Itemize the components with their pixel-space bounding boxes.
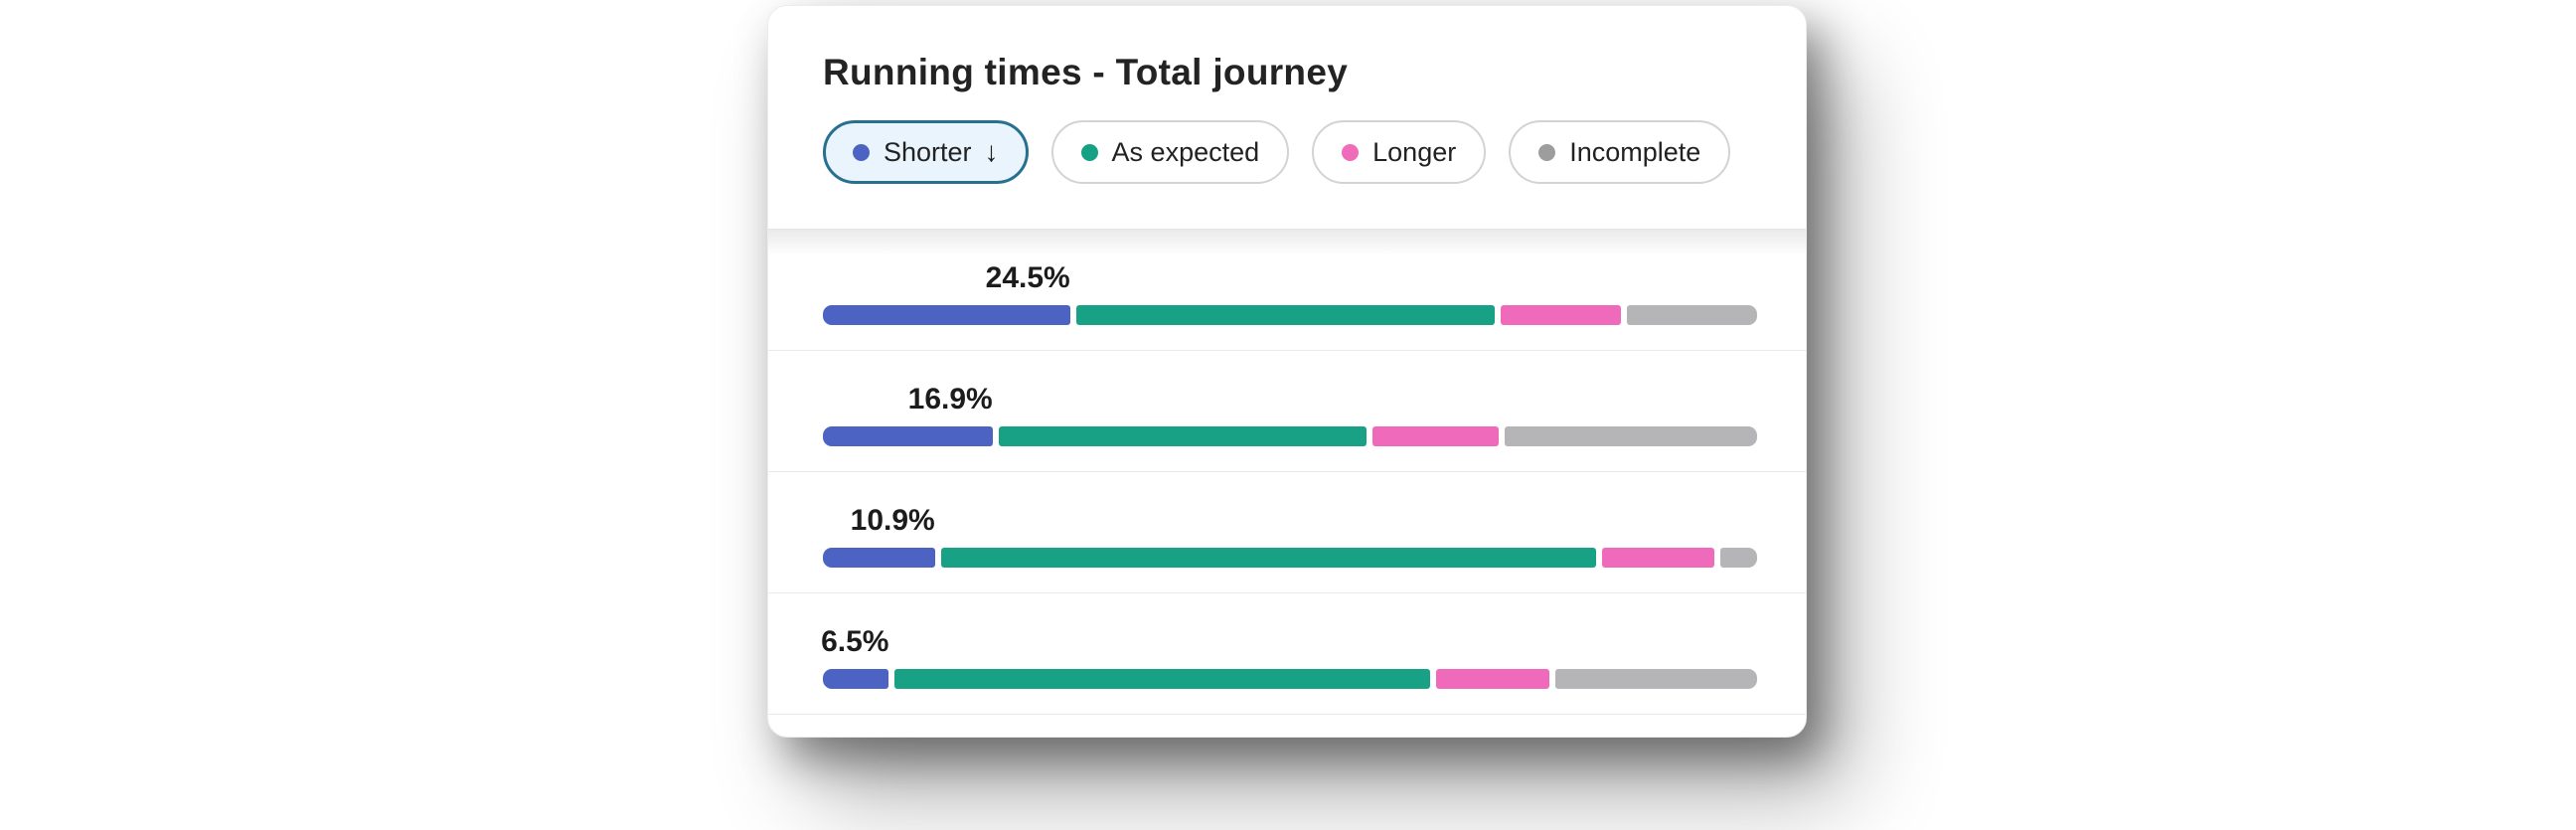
- bar-segment-as-expected: [1075, 305, 1495, 325]
- filter-chip-label: As expected: [1111, 136, 1260, 167]
- shorter-percentage-label: 16.9%: [907, 383, 993, 415]
- stacked-bar: [823, 426, 1758, 446]
- bar-segment-longer: [1372, 426, 1500, 446]
- row-label-track: 10.9%: [823, 504, 1757, 537]
- bar-segment-incomplete: [1554, 669, 1757, 689]
- row-label-anchor: 10.9%: [823, 504, 935, 537]
- bar-segment-shorter: [823, 426, 993, 446]
- row-label-anchor: 24.5%: [823, 261, 1070, 294]
- row-label-track: 24.5%: [823, 261, 1757, 294]
- journey-row: 10.9%: [768, 472, 1806, 593]
- shorter-percentage-label: 6.5%: [821, 625, 889, 658]
- filter-chip-as-expected[interactable]: As expected: [1050, 120, 1290, 184]
- row-label-track: 6.5%: [821, 625, 1757, 658]
- filter-chip-label: Longer: [1372, 136, 1457, 167]
- card-header: Running times - Total journey Shorter ↓ …: [768, 6, 1806, 229]
- running-times-card: Running times - Total journey Shorter ↓ …: [767, 5, 1807, 738]
- bar-segment-longer: [1601, 548, 1714, 568]
- stacked-bar: [823, 305, 1757, 325]
- row-label-track: 16.9%: [823, 383, 1757, 415]
- bar-segment-incomplete: [1627, 305, 1757, 325]
- legend-dot-longer-icon: [1342, 143, 1360, 161]
- filter-chip-shorter[interactable]: Shorter ↓: [823, 120, 1029, 184]
- bar-segment-longer: [1500, 305, 1622, 325]
- bar-segment-as-expected: [998, 426, 1368, 446]
- bar-segment-as-expected: [894, 669, 1430, 689]
- bar-segment-incomplete: [1505, 426, 1758, 446]
- filter-chip-longer[interactable]: Longer: [1312, 120, 1487, 184]
- shorter-percentage-label: 10.9%: [850, 504, 935, 537]
- journey-row: 6.5%: [768, 593, 1806, 715]
- shorter-percentage-label: 24.5%: [985, 261, 1070, 294]
- legend-dot-as-expected-icon: [1080, 143, 1098, 161]
- sort-descending-icon: ↓: [984, 136, 999, 167]
- bar-segment-longer: [1435, 669, 1549, 689]
- filter-chip-incomplete[interactable]: Incomplete: [1509, 120, 1731, 184]
- journey-row: 16.9%: [768, 351, 1806, 472]
- filter-chip-label: Incomplete: [1569, 136, 1701, 167]
- legend-dot-shorter-icon: [853, 143, 870, 161]
- row-label-anchor: 16.9%: [823, 383, 993, 415]
- bar-segment-shorter: [823, 548, 935, 568]
- legend-dot-incomplete-icon: [1538, 143, 1556, 161]
- legend-filter-chips: Shorter ↓ As expected Longer Incomplete: [823, 120, 1751, 184]
- stacked-bar: [823, 548, 1757, 568]
- journey-row: 24.5%: [768, 230, 1806, 351]
- stacked-bar: [823, 669, 1757, 689]
- filter-chip-label: Shorter: [884, 136, 972, 167]
- bar-segment-shorter: [823, 669, 889, 689]
- page-title: Running times - Total journey: [823, 52, 1349, 92]
- bar-segment-as-expected: [940, 548, 1596, 568]
- bar-segment-incomplete: [1719, 548, 1757, 568]
- bar-segment-shorter: [823, 305, 1070, 325]
- row-label-anchor: 6.5%: [821, 625, 889, 658]
- bar-rows: 24.5% 16.9% 10.9% 6.5%: [768, 229, 1806, 715]
